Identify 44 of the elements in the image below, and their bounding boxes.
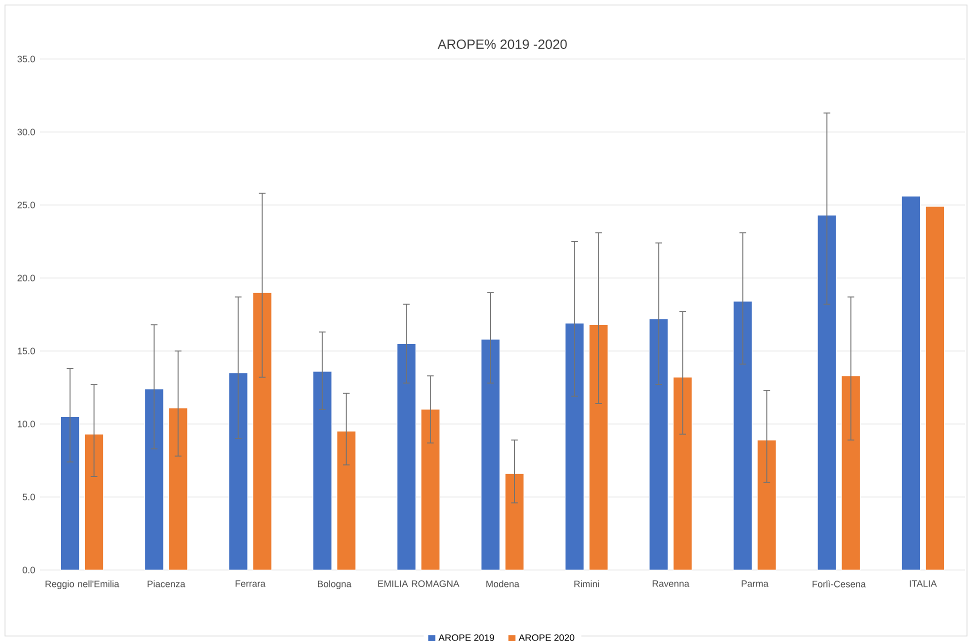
bar bbox=[925, 206, 945, 570]
bar bbox=[673, 377, 692, 570]
bar bbox=[757, 440, 776, 570]
bar bbox=[841, 376, 860, 570]
bar bbox=[504, 473, 524, 570]
bar bbox=[60, 416, 80, 570]
bar bbox=[564, 322, 584, 570]
bar bbox=[480, 339, 500, 570]
y-tick-label: 30.0 bbox=[17, 128, 35, 136]
bar bbox=[901, 196, 921, 570]
y-tick-label: 25.0 bbox=[18, 202, 35, 208]
y-tick-label: 5.0 bbox=[22, 494, 35, 500]
x-tick-label: Piacenza bbox=[148, 580, 186, 588]
x-tick-label: Parma bbox=[742, 580, 769, 587]
x-tick-label: Ravenna bbox=[652, 580, 690, 587]
x-tick-label: Forlì-Cesena bbox=[812, 580, 866, 588]
bar bbox=[252, 292, 272, 570]
x-tick-label: Modena bbox=[486, 580, 520, 588]
bar bbox=[649, 318, 668, 570]
bar bbox=[168, 408, 188, 570]
bar bbox=[228, 372, 248, 570]
legend-label: AROPE 2020 bbox=[518, 634, 574, 641]
y-tick-label: 10.0 bbox=[18, 420, 35, 428]
x-tick-label: Ferrara bbox=[236, 580, 266, 587]
y-tick-label: 20.0 bbox=[18, 274, 35, 282]
x-tick-label: Bologna bbox=[318, 580, 352, 590]
bar bbox=[420, 409, 440, 570]
x-tick-label: Rimini bbox=[574, 580, 599, 588]
bar bbox=[336, 431, 356, 570]
legend-label: AROPE 2019 bbox=[438, 634, 494, 641]
x-tick-label: EMILIA ROMAGNA bbox=[378, 580, 460, 587]
bar bbox=[84, 434, 104, 570]
x-tick-label: Reggio nell'Emilia bbox=[46, 580, 120, 590]
bar bbox=[733, 301, 752, 570]
y-tick-label: 15.0 bbox=[18, 348, 35, 354]
x-tick-label: ITALIA bbox=[910, 580, 937, 587]
bar bbox=[312, 371, 332, 570]
bar bbox=[817, 214, 836, 570]
y-tick-label: 0.0 bbox=[22, 566, 35, 574]
bar bbox=[396, 343, 416, 570]
y-tick-label: 35.0 bbox=[17, 56, 35, 62]
bar bbox=[588, 324, 608, 570]
chart-title: AROPE% 2019 -2020 bbox=[438, 40, 567, 49]
bar bbox=[144, 388, 164, 570]
